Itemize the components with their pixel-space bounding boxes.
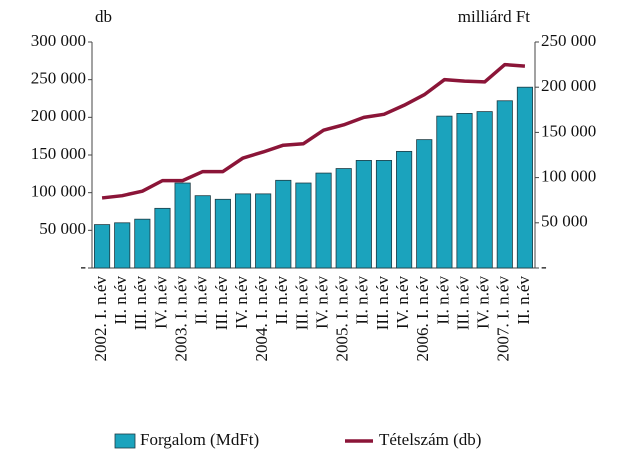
x-tick-label: III. n.év	[373, 276, 392, 331]
x-tick-label: IV. n.év	[232, 276, 251, 330]
x-tick-label: II. n.év	[433, 276, 452, 325]
y-tick-label: -	[80, 257, 86, 276]
bar	[396, 150, 413, 269]
bar	[375, 160, 393, 269]
x-tick-label: II. n.év	[353, 276, 372, 325]
bar	[134, 218, 151, 269]
legend-label: Forgalom (MdFt)	[140, 430, 259, 449]
legend-label: Tételszám (db)	[379, 430, 481, 449]
y-axis-label: db	[95, 7, 112, 26]
bar	[194, 195, 211, 269]
x-tick-label: III. n.év	[212, 276, 231, 331]
bar	[516, 86, 533, 269]
bar	[355, 160, 372, 269]
legend-swatch	[114, 433, 136, 449]
y2-tick-label: 150 000	[541, 121, 596, 140]
y-tick-label: 200 000	[31, 106, 86, 125]
y2-tick-label: 250 000	[541, 31, 596, 50]
bar	[416, 139, 433, 269]
bar	[456, 113, 473, 269]
x-tick-label: IV. n.év	[151, 276, 170, 330]
x-tick-label: II. n.év	[192, 276, 211, 325]
line	[101, 62, 526, 200]
bar	[295, 182, 312, 269]
x-tick-label: II. n.év	[514, 276, 533, 325]
y2-tick-label: 200 000	[541, 76, 596, 95]
x-tick-label: 2005. I. n.év	[333, 276, 352, 362]
x-tick-label: IV. n.év	[393, 276, 412, 330]
bar	[174, 182, 191, 269]
bar	[496, 100, 513, 269]
x-tick-label: IV. n.év	[312, 276, 331, 330]
x-tick-label: II. n.év	[111, 276, 130, 325]
bar	[94, 224, 111, 269]
x-tick-label: IV. n.év	[474, 276, 493, 330]
bar	[315, 172, 332, 269]
bar	[335, 168, 352, 269]
y-tick-label: 250 000	[31, 69, 86, 88]
x-tick-label: 2006. I. n.év	[413, 276, 432, 362]
bar	[476, 111, 493, 269]
x-tick-label: III. n.év	[453, 276, 472, 331]
y-tick-label: 50 000	[39, 219, 86, 238]
y-tick-label: 100 000	[31, 182, 86, 201]
bar	[214, 198, 231, 269]
x-tick-label: 2004. I. n.év	[252, 276, 271, 362]
x-tick-label: II. n.év	[272, 276, 291, 325]
x-tick-label: 2007. I. n.év	[494, 276, 513, 362]
y-tick-label: 150 000	[31, 144, 86, 163]
bar	[234, 193, 252, 269]
x-tick-label: 2002. I. n.év	[91, 276, 110, 362]
x-tick-label: III. n.év	[292, 276, 311, 331]
x-tick-label: 2003. I. n.év	[172, 276, 191, 362]
bar	[255, 193, 272, 269]
y2-axis-label: milliárd Ft	[458, 7, 531, 26]
y2-tick-label: -	[541, 257, 547, 276]
bar	[114, 222, 131, 269]
y2-tick-label: 50 000	[541, 212, 588, 231]
bar	[275, 179, 292, 269]
x-tick-label: III. n.év	[131, 276, 150, 331]
bar	[436, 115, 453, 269]
bar	[154, 207, 171, 269]
y-tick-label: 300 000	[31, 31, 86, 50]
y2-tick-label: 100 000	[541, 167, 596, 186]
